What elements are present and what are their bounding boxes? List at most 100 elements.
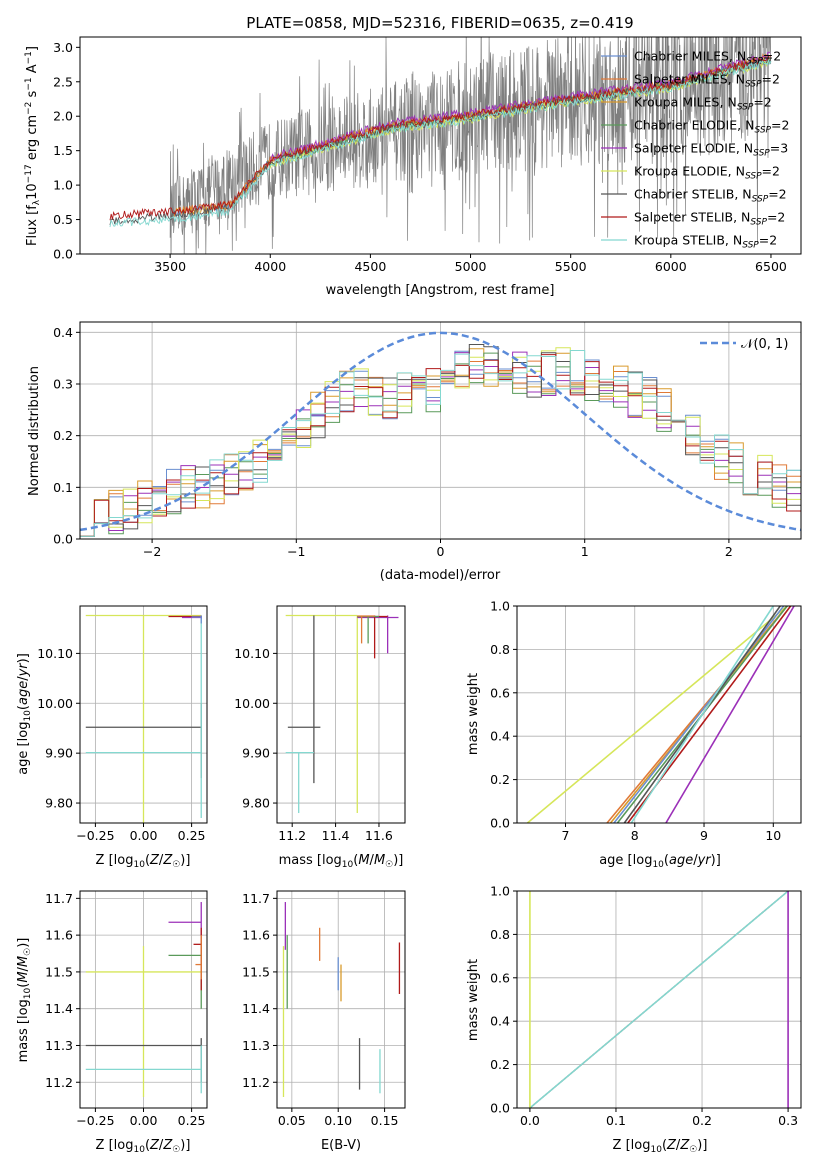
legend-entry: Salpeter MILES, NSSP=2 — [634, 72, 780, 90]
y-tick-label: 3.0 — [53, 40, 73, 55]
y-tick-label: 0.4 — [490, 1014, 510, 1029]
x-tick-label: 0 — [437, 544, 445, 559]
residuals-xlabel: (data-model)/error — [380, 568, 501, 583]
x-tick-label: 4500 — [354, 259, 386, 274]
age-vs-Z-panel: age [log10(age/yr)] Z [log10(Z/Z☉)] −0.2… — [16, 605, 208, 870]
mwZ-ylabel: mass weight — [466, 959, 481, 1041]
y-tick-label: 9.90 — [242, 746, 270, 761]
y-tick-label: 11.6 — [242, 928, 270, 943]
y-tick-label: 10.10 — [234, 646, 270, 661]
x-tick-label: −2 — [143, 544, 161, 559]
x-tick-label: 11.6 — [365, 828, 393, 843]
y-tick-label: 0.6 — [490, 685, 510, 700]
residuals-grid: −2 −1 0 1 2 0.0 0.1 0.2 0.3 0.4 — [53, 322, 801, 559]
spectrum-data-line — [169, 37, 772, 254]
x-tick-label: 0.2 — [692, 1113, 712, 1128]
y-tick-label: 11.5 — [242, 964, 270, 979]
legend-entry: Kroupa ELODIE, NSSP=2 — [634, 164, 780, 182]
mass-vs-ebv-panel: E(B-V) 0.05 0.10 0.15 11.2 11.3 11.4 11.5 11.6 1… — [242, 890, 406, 1153]
y-tick-label: 2.0 — [53, 109, 73, 124]
x-tick-label: −1 — [287, 544, 305, 559]
y-tick-label: 11.3 — [45, 1038, 73, 1053]
y-tick-label: 1.0 — [490, 884, 510, 899]
y-tick-label: 9.80 — [242, 796, 270, 811]
y-tick-label: 2.5 — [53, 74, 73, 89]
y-tick-label: 0.0 — [53, 532, 73, 547]
legend-entry: Chabrier MILES, NSSP=2 — [634, 49, 781, 67]
spectrum-xlabel: wavelength [Angstrom, rest frame] — [326, 283, 555, 298]
panel-marks — [85, 614, 202, 823]
y-tick-label: 11.7 — [45, 891, 73, 906]
gaussian-legend-label: 𝒩(0, 1) — [741, 337, 788, 352]
residuals-panel: (data-model)/error Normed distribution −… — [27, 321, 802, 583]
legend-entry: Chabrier STELIB, NSSP=2 — [634, 187, 787, 205]
y-tick-label: 0.4 — [490, 729, 510, 744]
legend-entry: Salpeter ELODIE, NSSP=3 — [634, 141, 788, 159]
spectrum-panel: wavelength [Angstrom, rest frame] Flux [… — [24, 36, 802, 298]
massweight-line — [529, 891, 789, 1108]
x-tick-label: 0.1 — [606, 1113, 626, 1128]
x-tick-label: 3500 — [154, 259, 186, 274]
x-tick-label: 0.00 — [130, 828, 158, 843]
y-tick-label: 0.8 — [490, 642, 510, 657]
x-tick-label: 5000 — [455, 259, 487, 274]
y-tick-label: 1.5 — [53, 143, 73, 158]
ageZ-ylabel: age [log10(age/yr)] — [16, 653, 33, 775]
x-tick-label: −0.25 — [76, 828, 114, 843]
spectrum-model-lines — [109, 51, 772, 228]
mwAge-ylabel: mass weight — [466, 673, 481, 755]
ageZ-xlabel: Z [log10(Z/Z☉)] — [96, 853, 191, 870]
mass-vs-Z-panel: mass [log10(M/M☉)] Z [log10(Z/Z☉)] −0.25… — [16, 890, 208, 1155]
gaussian-curve — [79, 331, 802, 532]
legend-entry: Chabrier ELODIE, NSSP=2 — [634, 118, 789, 136]
ageM-xlabel: mass [log10(M/M☉)] — [279, 853, 404, 870]
residuals-ylabel: Normed distribution — [27, 366, 42, 496]
mwZ-xlabel: Z [log10(Z/Z☉)] — [613, 1138, 708, 1155]
panel-marks — [285, 614, 399, 814]
x-tick-label: 0.00 — [130, 1113, 158, 1128]
axes-frame — [276, 605, 406, 824]
histogram-step — [80, 350, 801, 537]
x-tick-label: 1 — [581, 544, 589, 559]
x-tick-label: 6500 — [755, 259, 787, 274]
y-tick-label: 10.10 — [37, 646, 73, 661]
y-tick-label: 11.3 — [242, 1038, 270, 1053]
x-tick-label: 0.3 — [778, 1113, 798, 1128]
x-tick-label: 0.25 — [178, 1113, 206, 1128]
y-tick-label: 0.2 — [490, 772, 510, 787]
massweight-line — [630, 606, 774, 823]
x-tick-label: −0.25 — [76, 1113, 114, 1128]
mwAge-xlabel: age [log10(age/yr)] — [599, 853, 721, 870]
y-tick-label: 0.1 — [53, 480, 73, 495]
x-tick-label: 11.4 — [322, 828, 350, 843]
y-tick-label: 1.0 — [53, 178, 73, 193]
y-tick-label: 11.5 — [45, 964, 73, 979]
x-tick-label: 0.0 — [520, 1113, 540, 1128]
massweight-vs-age-panel: mass weight age [log10(age/yr)] 7 8 9 10 0.0… — [466, 599, 802, 870]
y-tick-label: 11.7 — [242, 891, 270, 906]
y-tick-label: 9.90 — [45, 746, 73, 761]
y-tick-label: 0.0 — [490, 816, 510, 831]
spectrum-ticks: 3500 4000 4500 5000 5500 6000 6500 0.0 0.5 1.0 1.5… — [53, 40, 787, 274]
x-tick-label: 8 — [631, 828, 639, 843]
residuals-axes-frame — [79, 321, 802, 540]
massZ-ylabel: mass [log10(M/M☉)] — [16, 938, 33, 1063]
age-vs-mass-panel: mass [log10(M/M☉)] 11.2 11.4 11.6 9.80 9.90 1… — [234, 605, 406, 870]
y-tick-label: 0.2 — [53, 428, 73, 443]
figure-title: PLATE=0858, MJD=52316, FIBERID=0635, z=0… — [246, 14, 633, 32]
x-tick-label: 0.05 — [278, 1113, 306, 1128]
x-tick-label: 0.15 — [371, 1113, 399, 1128]
panel-marks — [282, 902, 401, 1097]
y-tick-label: 0.4 — [53, 325, 73, 340]
massweight-line — [613, 606, 785, 823]
x-tick-label: 0.10 — [324, 1113, 352, 1128]
y-tick-label: 0.3 — [53, 377, 73, 392]
panel-marks — [526, 606, 795, 823]
spectrum-ylabel: Flux [fλ10−17 erg cm−2 s−1 A−1] — [24, 46, 42, 246]
x-tick-label: 4000 — [254, 259, 286, 274]
y-tick-label: 0.6 — [490, 970, 510, 985]
y-tick-label: 11.2 — [45, 1075, 73, 1090]
y-tick-label: 0.8 — [490, 927, 510, 942]
massZ-xlabel: Z [log10(Z/Z☉)] — [96, 1138, 191, 1155]
model-line — [109, 58, 772, 228]
